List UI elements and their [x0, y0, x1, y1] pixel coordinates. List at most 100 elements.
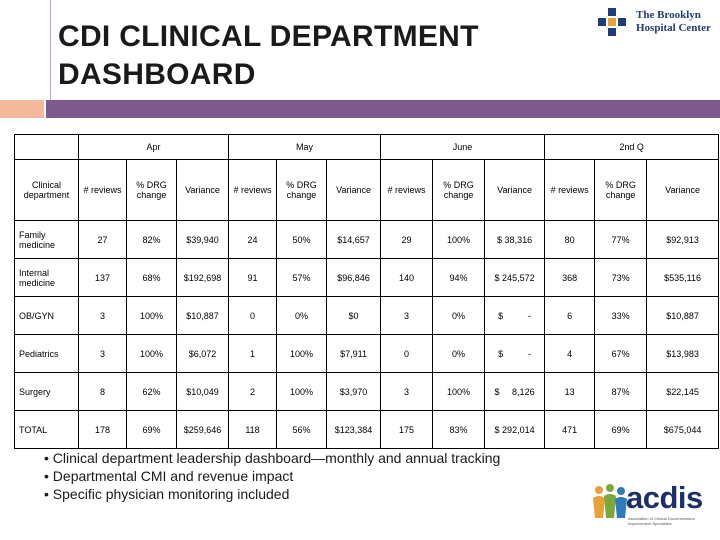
- value-cell: 68%: [126, 258, 177, 297]
- value-cell: 368: [544, 258, 596, 297]
- value-cell: 4: [544, 334, 596, 373]
- col-reviews: # reviews: [380, 159, 434, 221]
- value-cell: 175: [380, 410, 434, 449]
- col-reviews: # reviews: [544, 159, 596, 221]
- value-cell: 3: [78, 334, 127, 373]
- dept-header: Clinical department: [14, 159, 79, 221]
- value-cell: 118: [228, 410, 278, 449]
- value-cell: 0: [380, 334, 434, 373]
- dept-cell: Family medicine: [14, 220, 79, 259]
- value-cell: 33%: [594, 296, 648, 335]
- value-cell: 8: [78, 372, 127, 411]
- left-rule: [50, 0, 51, 100]
- col-reviews: # reviews: [228, 159, 278, 221]
- value-cell: $6,072: [175, 334, 230, 373]
- value-cell: 82%: [126, 220, 177, 259]
- dept-cell: TOTAL: [14, 410, 79, 449]
- table-row: Surgery 8 62% $10,049 2 100% $3,970 3 100% $ 8,12…: [14, 372, 720, 411]
- value-cell: 100%: [126, 334, 177, 373]
- dept-cell: Internal medicine: [14, 258, 79, 297]
- value-cell: $ 245,572: [484, 258, 546, 297]
- col-drg-change: % DRG change: [594, 159, 648, 221]
- value-cell: $259,646: [175, 410, 230, 449]
- value-cell: $535,116: [646, 258, 720, 297]
- value-cell: 3: [380, 372, 434, 411]
- value-cell: 62%: [126, 372, 177, 411]
- col-reviews: # reviews: [78, 159, 127, 221]
- page-title: CDI CLINICAL DEPARTMENT DASHBOARD: [58, 18, 598, 94]
- value-cell: 100%: [432, 220, 486, 259]
- value-cell: 80: [544, 220, 596, 259]
- title-line-2: DASHBOARD: [58, 58, 256, 91]
- value-cell: $22,145: [646, 372, 720, 411]
- value-cell: 56%: [276, 410, 328, 449]
- value-cell: $14,657: [326, 220, 382, 259]
- col-variance: Variance: [326, 159, 382, 221]
- value-cell: $0: [326, 296, 382, 335]
- value-cell: 2: [228, 372, 278, 411]
- table-row: Internal medicine 137 68% $192,698 91 57% $96,…: [14, 258, 720, 297]
- value-cell: 83%: [432, 410, 486, 449]
- col-variance: Variance: [175, 159, 230, 221]
- value-cell: 100%: [276, 334, 328, 373]
- acdis-wordmark: acdis: [626, 480, 703, 515]
- people-figures-icon: [593, 484, 627, 518]
- logo-text: The Brooklyn Hospital Center: [636, 9, 711, 35]
- brooklyn-hospital-logo: The Brooklyn Hospital Center: [596, 6, 720, 42]
- value-cell: 100%: [276, 372, 328, 411]
- period-may: May: [228, 134, 382, 160]
- value-cell: $39,940: [175, 220, 230, 259]
- value-cell: 100%: [126, 296, 177, 335]
- empty-corner: [14, 134, 79, 160]
- value-cell: $10,049: [175, 372, 230, 411]
- table-row: TOTAL 178 69% $259,646 118 56% $123,384 175 83% $…: [14, 410, 720, 449]
- value-cell: $7,911: [326, 334, 382, 373]
- column-header-row: Clinical department # reviews % DRG chan…: [14, 159, 720, 221]
- value-cell: $92,913: [646, 220, 720, 259]
- value-cell: 0%: [432, 334, 486, 373]
- col-drg-change: % DRG change: [432, 159, 486, 221]
- value-cell: 24: [228, 220, 278, 259]
- value-cell: 3: [78, 296, 127, 335]
- value-cell: 27: [78, 220, 127, 259]
- value-cell: 140: [380, 258, 434, 297]
- value-cell: 67%: [594, 334, 648, 373]
- value-cell: 3: [380, 296, 434, 335]
- value-cell: $96,846: [326, 258, 382, 297]
- value-cell: $13,983: [646, 334, 720, 373]
- value-cell: $10,887: [646, 296, 720, 335]
- table-row: Family medicine 27 82% $39,940 24 50% $14,657 2…: [14, 220, 720, 259]
- value-cell: 69%: [126, 410, 177, 449]
- value-cell: 57%: [276, 258, 328, 297]
- value-cell: 100%: [432, 372, 486, 411]
- period-june: June: [380, 134, 546, 160]
- period-apr: Apr: [77, 134, 230, 160]
- dept-cell: OB/GYN: [14, 296, 79, 335]
- value-cell: $ 38,316: [484, 220, 546, 259]
- logo-line-1: The Brooklyn: [636, 9, 701, 21]
- value-cell: 29: [380, 220, 434, 259]
- value-cell: 77%: [594, 220, 648, 259]
- value-cell: 0: [228, 296, 278, 335]
- value-cell: $ 8,126: [484, 372, 546, 411]
- cross-logo-icon: [596, 8, 630, 40]
- accent-bar: [46, 100, 720, 118]
- value-cell: $3,970: [326, 372, 382, 411]
- value-cell: 69%: [594, 410, 648, 449]
- acdis-tagline: Association of Clinical Documentation Im…: [628, 516, 695, 526]
- value-cell: 87%: [594, 372, 648, 411]
- col-drg-change: % DRG change: [276, 159, 328, 221]
- value-cell: $ 292,014: [484, 410, 546, 449]
- value-cell: 471: [544, 410, 596, 449]
- value-cell: 0%: [432, 296, 486, 335]
- value-cell: $ -: [484, 334, 546, 373]
- value-cell: 73%: [594, 258, 648, 297]
- value-cell: 13: [544, 372, 596, 411]
- period-header-row: Apr May June 2nd Q: [14, 134, 720, 160]
- value-cell: 91: [228, 258, 278, 297]
- value-cell: $675,044: [646, 410, 720, 449]
- bullet-item: Specific physician monitoring included: [44, 485, 604, 503]
- accent-square: [0, 100, 44, 118]
- title-line-1: CDI CLINICAL DEPARTMENT: [58, 20, 479, 53]
- acdis-logo: acdis Association of Clinical Documentat…: [590, 480, 720, 540]
